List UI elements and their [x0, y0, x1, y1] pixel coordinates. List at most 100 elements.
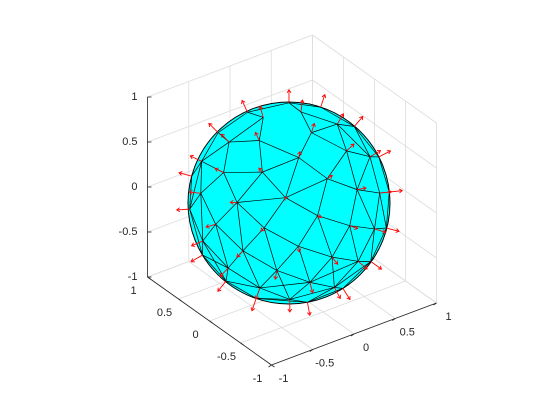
- arrow-head: [220, 133, 225, 138]
- z-tick-label: 0.5: [122, 136, 137, 148]
- mesh-edge: [236, 202, 244, 251]
- z-tick-label: -1: [128, 271, 138, 283]
- mesh-edge: [317, 215, 350, 227]
- mesh-edge: [307, 288, 344, 303]
- mesh-edge: [191, 161, 202, 177]
- mesh-edge: [370, 228, 375, 262]
- normal-arrow: [309, 282, 314, 293]
- tick-labels: -1 -0.5 0 0.5 1 -1 -0.5 0 0.5 1 -1 -0.5 0 0.5 1: [119, 91, 452, 385]
- mesh-edge: [379, 192, 387, 229]
- x-tick: [350, 333, 355, 337]
- mesh-edge: [259, 270, 278, 289]
- grid-line: [312, 34, 437, 124]
- normal-arrow: [259, 106, 264, 118]
- arrow-head: [241, 99, 246, 105]
- normal-arrow: [349, 225, 358, 230]
- y-tick: [271, 364, 275, 368]
- normal-arrow: [389, 190, 403, 193]
- mesh-edge: [374, 193, 381, 229]
- arrow-head: [321, 93, 327, 99]
- mesh-edge: [349, 225, 359, 262]
- normal-arrow: [306, 302, 311, 316]
- arrow-head: [336, 294, 342, 300]
- mesh-edge: [309, 261, 359, 283]
- mesh-edge: [276, 270, 311, 283]
- mesh-edge: [307, 287, 335, 303]
- mesh-edge: [258, 117, 264, 141]
- mesh-edge: [200, 172, 224, 194]
- mesh-edge: [332, 256, 359, 262]
- mesh-edge: [236, 202, 265, 229]
- arrow-head: [334, 260, 339, 265]
- arrow-head: [340, 113, 345, 118]
- mesh-edge: [298, 157, 328, 179]
- mesh-edge: [225, 267, 229, 282]
- y-tick: [178, 298, 182, 302]
- arrow-head: [317, 214, 323, 219]
- mesh-edge: [298, 215, 318, 247]
- arrow-head: [386, 150, 392, 155]
- normal-arrow: [369, 150, 381, 158]
- mesh-edge: [346, 150, 371, 158]
- mesh-edge: [357, 189, 380, 194]
- mesh-edge: [247, 102, 290, 113]
- arrow-head: [328, 174, 333, 179]
- mesh-edge: [317, 178, 328, 216]
- y-tick: [209, 320, 213, 324]
- mesh-edge: [247, 111, 264, 118]
- mesh-edge: [236, 171, 263, 203]
- normal-arrow: [255, 132, 260, 141]
- arrow-head: [188, 189, 193, 195]
- x-tick: [433, 302, 437, 306]
- normal-arrow: [178, 172, 192, 177]
- mesh-edge: [349, 189, 358, 226]
- mesh-edge: [356, 189, 375, 230]
- normal-arrow: [219, 267, 229, 277]
- mesh-edge: [311, 123, 338, 133]
- mesh-edge: [237, 197, 286, 203]
- normal-arrow: [255, 287, 261, 300]
- mesh-edge: [189, 161, 202, 210]
- x-tick-label: -1: [279, 373, 289, 385]
- arrow-head: [350, 143, 355, 148]
- mesh-edge: [258, 140, 263, 173]
- normal-arrow: [331, 256, 339, 265]
- normal-arrow: [311, 123, 315, 133]
- normal-arrow: [378, 150, 391, 158]
- arrow-head: [296, 248, 302, 253]
- mesh-edge: [215, 224, 244, 252]
- mesh-edge: [242, 250, 277, 271]
- normal-arrow: [298, 151, 301, 158]
- x-tick: [309, 349, 313, 352]
- mesh-edge: [200, 161, 202, 194]
- mesh-edge: [200, 193, 216, 225]
- mesh-edge: [378, 156, 390, 193]
- mesh-edge: [357, 228, 375, 262]
- mesh-edge: [374, 227, 387, 230]
- mesh-edge: [259, 282, 310, 289]
- normal-arrow: [190, 155, 202, 162]
- normal-arrow: [327, 175, 333, 180]
- axes: [147, 96, 437, 368]
- arrow-head: [306, 311, 312, 317]
- mesh-edge: [311, 132, 347, 152]
- normal-arrow: [374, 228, 386, 233]
- normal-arrow: [258, 167, 263, 173]
- mesh-edge: [334, 261, 372, 288]
- normal-arrow: [353, 116, 364, 127]
- mesh-edge: [276, 246, 299, 271]
- normal-arrow: [191, 240, 203, 247]
- arrow-head: [311, 122, 316, 128]
- arrow-head: [178, 171, 183, 176]
- arrow-head: [214, 167, 219, 172]
- arrow-head: [398, 188, 404, 194]
- normal-arrow: [370, 261, 382, 270]
- mesh-edge: [309, 256, 333, 283]
- y-tick-label: 0.5: [157, 307, 172, 319]
- x-tick: [392, 318, 396, 321]
- mesh-edge: [326, 150, 347, 179]
- normal-arrow: [342, 288, 351, 300]
- mesh-edge: [223, 172, 238, 203]
- arrow-head: [175, 207, 181, 213]
- z-tick-label: -0.5: [119, 226, 138, 238]
